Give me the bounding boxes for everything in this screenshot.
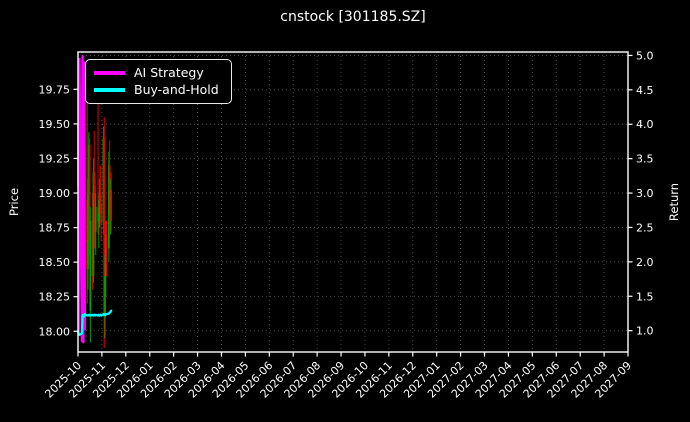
candle-body [97, 213, 100, 221]
y-tick-label-left: 18.50 [39, 256, 71, 269]
y-tick-label-right: 3.0 [636, 187, 654, 200]
candle-body [105, 234, 108, 249]
candle-body [104, 275, 106, 318]
right-axis-label: Return [667, 182, 681, 222]
buy-and-hold-line [76, 309, 113, 336]
y-tick-label-left: 18.00 [39, 325, 71, 338]
candle-body [88, 144, 91, 242]
y-tick-label-right: 1.0 [636, 325, 654, 338]
y-tick-label-left: 18.25 [39, 291, 71, 304]
candle-body [87, 193, 89, 270]
legend-item-buy-and-hold: Buy-and-Hold [94, 81, 223, 97]
chart-title: cnstock [301185.SZ] [280, 9, 426, 25]
legend-label: Buy-and-Hold [134, 81, 219, 97]
y-tick-label-right: 4.5 [636, 84, 654, 97]
candle-body [93, 172, 96, 187]
y-tick-label-left: 19.00 [39, 187, 71, 200]
legend-item-ai-strategy: AI Strategy [94, 65, 223, 80]
y-tick-label-right: 3.5 [636, 153, 654, 166]
candle-body [92, 172, 95, 276]
candle-body [100, 204, 103, 224]
candle-body [103, 137, 106, 318]
buy-and-hold-line-swatch [94, 87, 125, 92]
candle-body [99, 193, 102, 205]
left-axis-label: Price [7, 187, 21, 217]
y-tick-label-right: 2.5 [636, 221, 654, 234]
y-tick-label-right: 4.0 [636, 118, 654, 131]
candle-body [110, 190, 113, 221]
y-tick-label-left: 18.75 [39, 222, 71, 235]
y-tick-label-right: 1.5 [636, 290, 654, 303]
legend-label: AI Strategy [134, 65, 204, 80]
candle-body [94, 206, 97, 232]
y-tick-label-left: 19.25 [39, 152, 71, 165]
candle-body [104, 234, 107, 276]
candle-body [89, 220, 92, 311]
ai-strategy-line-swatch [94, 71, 125, 76]
legend: AI Strategy Buy-and-Hold [85, 59, 232, 104]
ai-strategy-line [77, 54, 87, 344]
y-tick-label-left: 19.75 [39, 83, 71, 96]
y-tick-label-right: 2.0 [636, 256, 654, 269]
plot-border [77, 51, 629, 353]
y-tick-label-right: 5.0 [636, 49, 654, 62]
y-tick-label-left: 19.50 [39, 118, 71, 131]
candle-body [108, 165, 111, 210]
